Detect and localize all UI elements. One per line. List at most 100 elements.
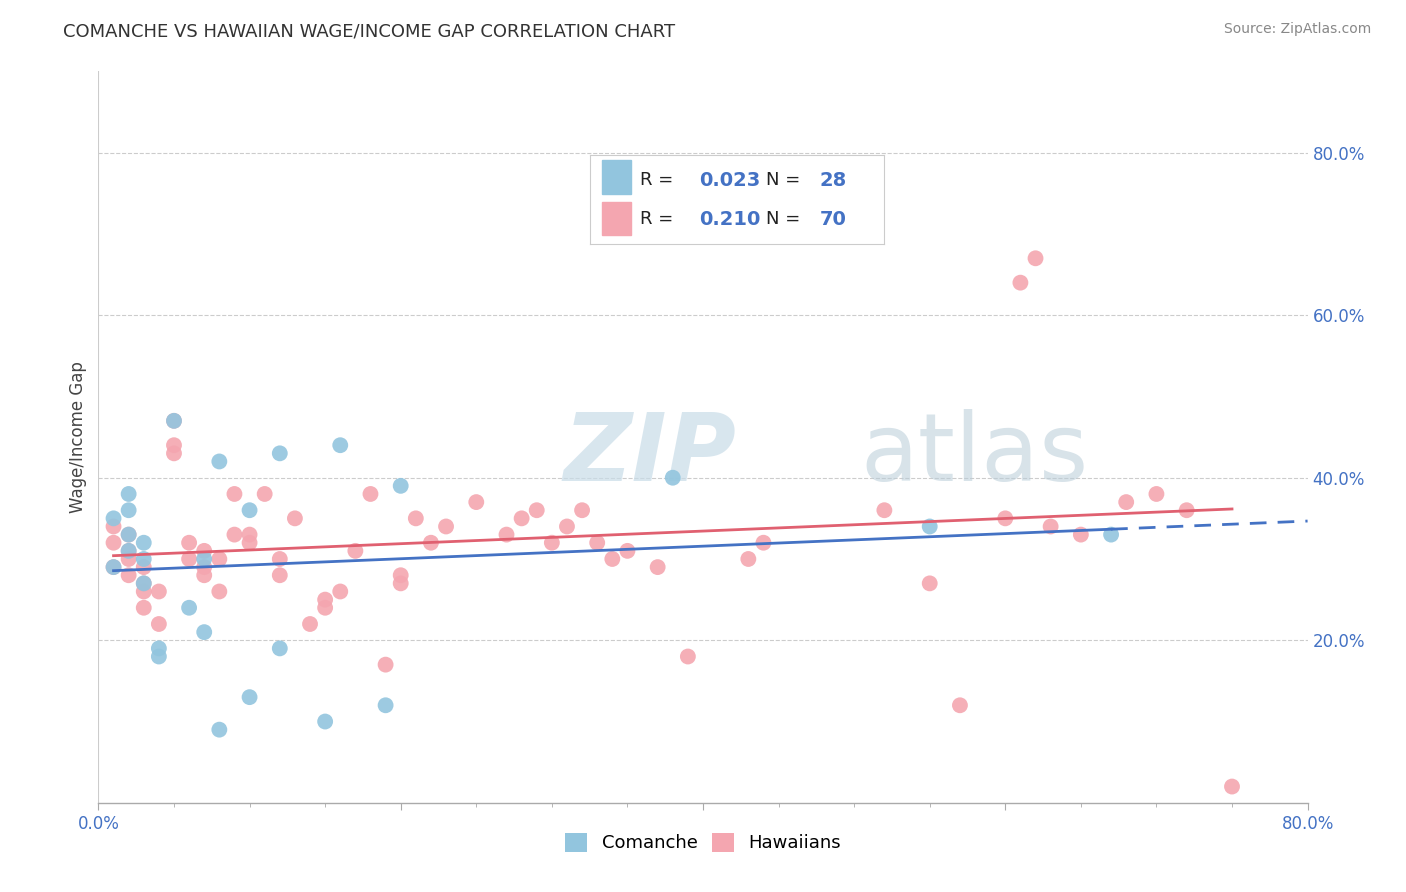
Point <box>1039 519 1062 533</box>
Point <box>602 552 624 566</box>
Point <box>374 698 396 713</box>
Point <box>239 690 262 705</box>
Point <box>193 552 215 566</box>
Point <box>118 552 141 566</box>
Point <box>405 511 427 525</box>
Point <box>239 503 262 517</box>
Point <box>616 544 638 558</box>
Point <box>586 535 609 549</box>
Text: 70: 70 <box>820 210 846 229</box>
Point <box>389 568 412 582</box>
Point <box>179 552 201 566</box>
Legend: Comanche, Hawaiians: Comanche, Hawaiians <box>558 826 848 860</box>
Text: R =: R = <box>640 211 679 228</box>
Point <box>269 568 291 582</box>
Point <box>148 617 170 632</box>
Point <box>676 649 699 664</box>
Point <box>647 560 669 574</box>
Point <box>208 454 231 468</box>
Point <box>132 560 155 574</box>
Point <box>118 527 141 541</box>
Point <box>526 503 548 517</box>
Point <box>118 568 141 582</box>
Point <box>299 617 322 632</box>
Point <box>1099 527 1122 541</box>
Bar <box>602 161 631 194</box>
Point <box>118 503 141 517</box>
Point <box>193 568 215 582</box>
Point <box>344 544 367 558</box>
Bar <box>602 202 631 235</box>
Point <box>132 552 155 566</box>
Point <box>163 438 186 452</box>
Point <box>132 576 155 591</box>
Point <box>360 487 382 501</box>
Point <box>253 487 276 501</box>
Point <box>118 544 141 558</box>
Point <box>193 544 215 558</box>
Point <box>193 625 215 640</box>
Point <box>208 584 231 599</box>
Point <box>163 414 186 428</box>
Point <box>103 519 125 533</box>
Point <box>148 649 170 664</box>
Text: R =: R = <box>640 171 679 189</box>
Point <box>118 544 141 558</box>
Point <box>269 552 291 566</box>
Point <box>510 511 533 525</box>
Point <box>465 495 488 509</box>
Text: ZIP: ZIP <box>564 409 737 501</box>
Point <box>103 535 125 549</box>
Point <box>103 511 125 525</box>
Point <box>118 527 141 541</box>
Point <box>314 592 336 607</box>
Point <box>103 560 125 574</box>
Point <box>994 511 1017 525</box>
Point <box>118 487 141 501</box>
Point <box>193 560 215 574</box>
Point <box>434 519 457 533</box>
Point <box>1070 527 1092 541</box>
Point <box>103 560 125 574</box>
Point <box>918 519 941 533</box>
Point <box>661 471 683 485</box>
Point <box>132 576 155 591</box>
Point <box>1144 487 1167 501</box>
Point <box>1010 276 1032 290</box>
Point <box>571 503 593 517</box>
Point <box>555 519 578 533</box>
Point <box>132 600 155 615</box>
Point <box>918 576 941 591</box>
Point <box>1024 252 1046 266</box>
Point <box>269 641 291 656</box>
Text: 0.023: 0.023 <box>699 170 759 190</box>
Point <box>269 446 291 460</box>
Point <box>208 552 231 566</box>
Point <box>389 576 412 591</box>
Point <box>314 714 336 729</box>
Point <box>163 446 186 460</box>
Text: 0.210: 0.210 <box>699 210 761 229</box>
Point <box>284 511 307 525</box>
Point <box>148 641 170 656</box>
Point <box>239 527 262 541</box>
Text: N =: N = <box>766 211 806 228</box>
Point <box>208 723 231 737</box>
Point <box>389 479 412 493</box>
Text: N =: N = <box>766 171 806 189</box>
Text: COMANCHE VS HAWAIIAN WAGE/INCOME GAP CORRELATION CHART: COMANCHE VS HAWAIIAN WAGE/INCOME GAP COR… <box>63 22 675 40</box>
Point <box>179 535 201 549</box>
Point <box>132 535 155 549</box>
Point <box>132 584 155 599</box>
Point <box>949 698 972 713</box>
Point <box>179 600 201 615</box>
Point <box>163 414 186 428</box>
Point <box>540 535 562 549</box>
Y-axis label: Wage/Income Gap: Wage/Income Gap <box>69 361 87 513</box>
Point <box>239 535 262 549</box>
Text: atlas: atlas <box>860 409 1088 501</box>
Point <box>329 438 352 452</box>
Point <box>1220 780 1243 794</box>
Point <box>737 552 759 566</box>
Point <box>495 527 517 541</box>
